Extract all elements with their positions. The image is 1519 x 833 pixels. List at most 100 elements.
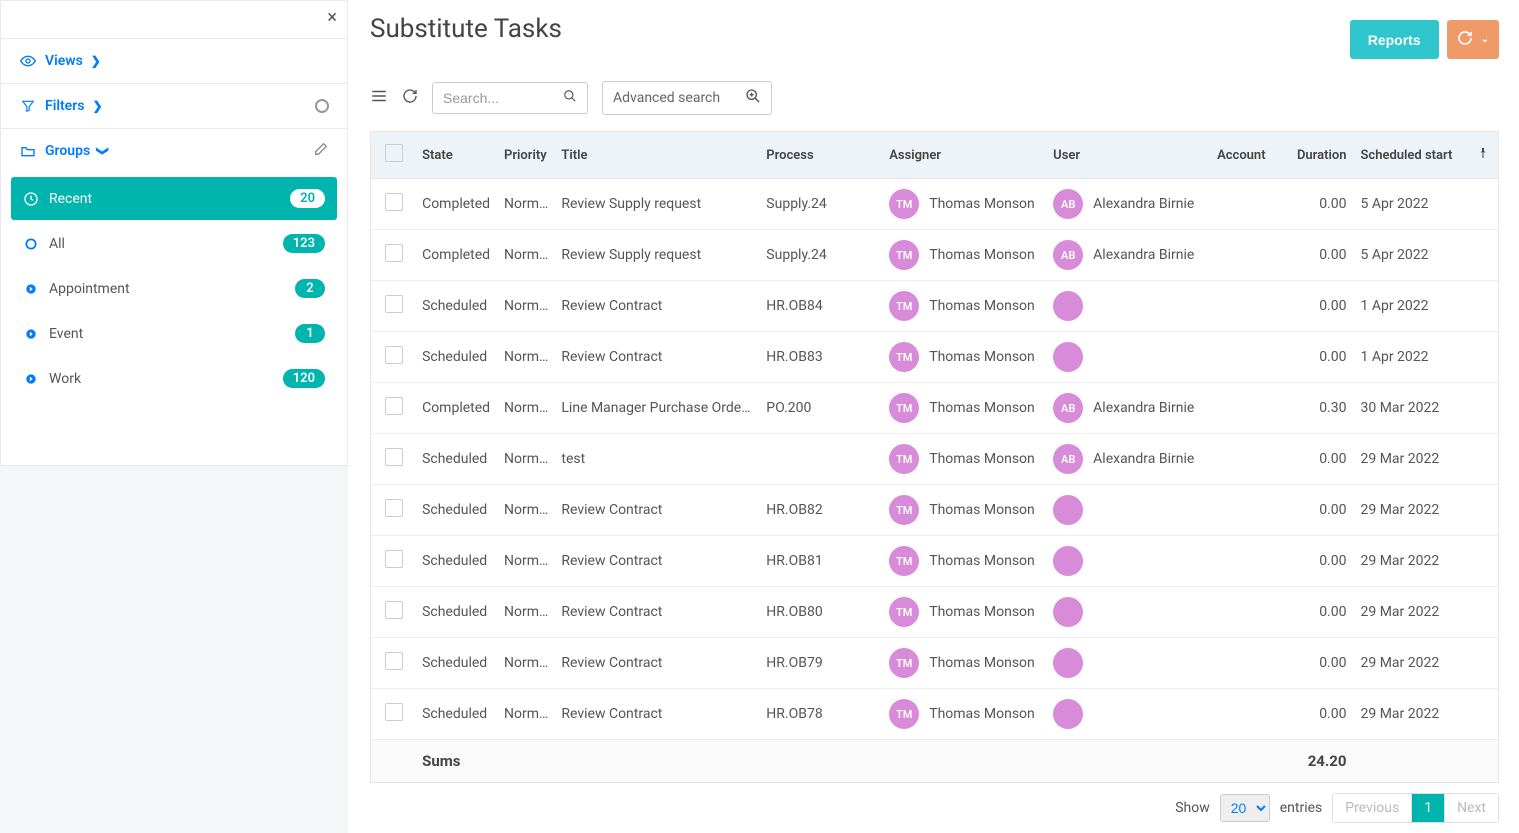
search-input[interactable]	[443, 90, 553, 106]
advanced-search[interactable]: Advanced search	[602, 81, 772, 115]
page-1-button[interactable]: 1	[1412, 794, 1445, 822]
table-row[interactable]: CompletedNormalLine Manager Purchase Ord…	[371, 383, 1498, 434]
row-checkbox[interactable]	[385, 346, 403, 364]
col-blank[interactable]	[1467, 132, 1498, 179]
cell-account	[1211, 485, 1283, 536]
cell-title: Review Contract	[555, 536, 760, 587]
col-account[interactable]: Account	[1211, 132, 1283, 179]
table-row[interactable]: ScheduledNormalReview ContractHR.OB81TMT…	[371, 536, 1498, 587]
sidebar-groups[interactable]: Groups ❯	[1, 129, 347, 173]
cell-title: Review Supply request	[555, 179, 760, 230]
table-row[interactable]: ScheduledNormalReview ContractHR.OB79TMT…	[371, 638, 1498, 689]
prev-button[interactable]: Previous	[1333, 794, 1412, 822]
table-row[interactable]: ScheduledNormalReview ContractHR.OB78TMT…	[371, 689, 1498, 740]
sidebar-filters[interactable]: Filters ❯	[1, 84, 347, 129]
col-state[interactable]: State	[416, 132, 498, 179]
cell-pin	[1467, 383, 1498, 434]
row-checkbox[interactable]	[385, 193, 403, 211]
cell-process: HR.OB78	[760, 689, 883, 740]
sidebar-item-appointment[interactable]: Appointment2	[11, 267, 337, 310]
col-user[interactable]: User	[1047, 132, 1211, 179]
cell-start: 30 Mar 2022	[1354, 383, 1467, 434]
avatar: TM	[889, 240, 919, 270]
cell-title: Review Contract	[555, 485, 760, 536]
cell-start: 1 Apr 2022	[1354, 281, 1467, 332]
cell-state: Scheduled	[416, 689, 498, 740]
cell-process: HR.OB81	[760, 536, 883, 587]
sidebar-item-event[interactable]: Event1	[11, 312, 337, 355]
assigner-name: Thomas Monson	[929, 604, 1035, 620]
table-row[interactable]: CompletedNormalReview Supply requestSupp…	[371, 230, 1498, 281]
cell-title: test	[555, 434, 760, 485]
sidebar-views[interactable]: Views ❯	[1, 39, 347, 84]
search-box[interactable]	[432, 82, 588, 114]
edit-icon[interactable]	[313, 141, 329, 161]
cell-start: 29 Mar 2022	[1354, 485, 1467, 536]
menu-icon[interactable]	[370, 87, 388, 110]
avatar: TM	[889, 699, 919, 729]
row-checkbox[interactable]	[385, 244, 403, 262]
table-row[interactable]: ScheduledNormalReview ContractHR.OB83TMT…	[371, 332, 1498, 383]
row-checkbox[interactable]	[385, 448, 403, 466]
cell-account	[1211, 332, 1283, 383]
row-checkbox[interactable]	[385, 550, 403, 568]
row-checkbox[interactable]	[385, 295, 403, 313]
col-assigner[interactable]: Assigner	[883, 132, 1047, 179]
table-row[interactable]: ScheduledNormaltestTMThomas MonsonABAlex…	[371, 434, 1498, 485]
page-buttons: Previous 1 Next	[1332, 793, 1499, 823]
cell-state: Scheduled	[416, 536, 498, 587]
col-title[interactable]: Title	[555, 132, 760, 179]
avatar: TM	[889, 342, 919, 372]
cell-process: HR.OB84	[760, 281, 883, 332]
close-icon[interactable]: ×	[327, 7, 337, 28]
avatar: TM	[889, 495, 919, 525]
assigner-name: Thomas Monson	[929, 655, 1035, 671]
col-scheduled-start[interactable]: Scheduled start	[1354, 132, 1467, 179]
col-process[interactable]: Process	[760, 132, 883, 179]
sidebar-item-recent[interactable]: Recent20	[11, 177, 337, 220]
sidebar-item-label: Work	[49, 371, 81, 387]
avatar: TM	[889, 444, 919, 474]
search-icon[interactable]	[563, 89, 577, 107]
reload-icon[interactable]	[402, 88, 418, 109]
row-checkbox[interactable]	[385, 703, 403, 721]
table-row[interactable]: ScheduledNormalReview ContractHR.OB82TMT…	[371, 485, 1498, 536]
table: StatePriorityTitleProcessAssignerUserAcc…	[370, 131, 1499, 783]
sidebar-item-work[interactable]: Work120	[11, 357, 337, 400]
table-row[interactable]: CompletedNormalReview Supply requestSupp…	[371, 179, 1498, 230]
row-checkbox[interactable]	[385, 499, 403, 517]
col-duration[interactable]: Duration	[1283, 132, 1355, 179]
select-all-checkbox[interactable]	[385, 144, 403, 162]
reports-button[interactable]: Reports	[1350, 20, 1439, 59]
cell-priority: Normal	[498, 587, 555, 638]
cell-priority: Normal	[498, 230, 555, 281]
cell-title: Review Contract	[555, 587, 760, 638]
row-checkbox[interactable]	[385, 397, 403, 415]
table-row[interactable]: ScheduledNormalReview ContractHR.OB80TMT…	[371, 587, 1498, 638]
cell-state: Scheduled	[416, 587, 498, 638]
table-body: CompletedNormalReview Supply requestSupp…	[371, 179, 1498, 740]
refresh-dropdown-button[interactable]: ⌄	[1447, 20, 1499, 59]
main: Substitute Tasks Reports ⌄	[348, 0, 1519, 833]
circle-icon	[23, 236, 39, 252]
row-checkbox[interactable]	[385, 601, 403, 619]
cell-title: Review Contract	[555, 689, 760, 740]
avatar	[1053, 342, 1083, 372]
chevron-right-icon: ❯	[92, 99, 102, 113]
sidebar-item-count: 20	[290, 189, 325, 208]
sidebar-item-all[interactable]: All123	[11, 222, 337, 265]
cell-pin	[1467, 536, 1498, 587]
col-blank[interactable]	[371, 132, 416, 179]
assigner-name: Thomas Monson	[929, 451, 1035, 467]
col-priority[interactable]: Priority	[498, 132, 555, 179]
table-row[interactable]: ScheduledNormalReview ContractHR.OB84TMT…	[371, 281, 1498, 332]
assigner-name: Thomas Monson	[929, 298, 1035, 314]
next-button[interactable]: Next	[1445, 794, 1498, 822]
cell-duration: 0.30	[1283, 383, 1355, 434]
cell-user	[1047, 689, 1211, 740]
sidebar-item-label: Appointment	[49, 281, 130, 297]
folder-icon	[19, 143, 37, 159]
page-size-select[interactable]: 20	[1220, 794, 1270, 822]
avatar: TM	[889, 189, 919, 219]
row-checkbox[interactable]	[385, 652, 403, 670]
